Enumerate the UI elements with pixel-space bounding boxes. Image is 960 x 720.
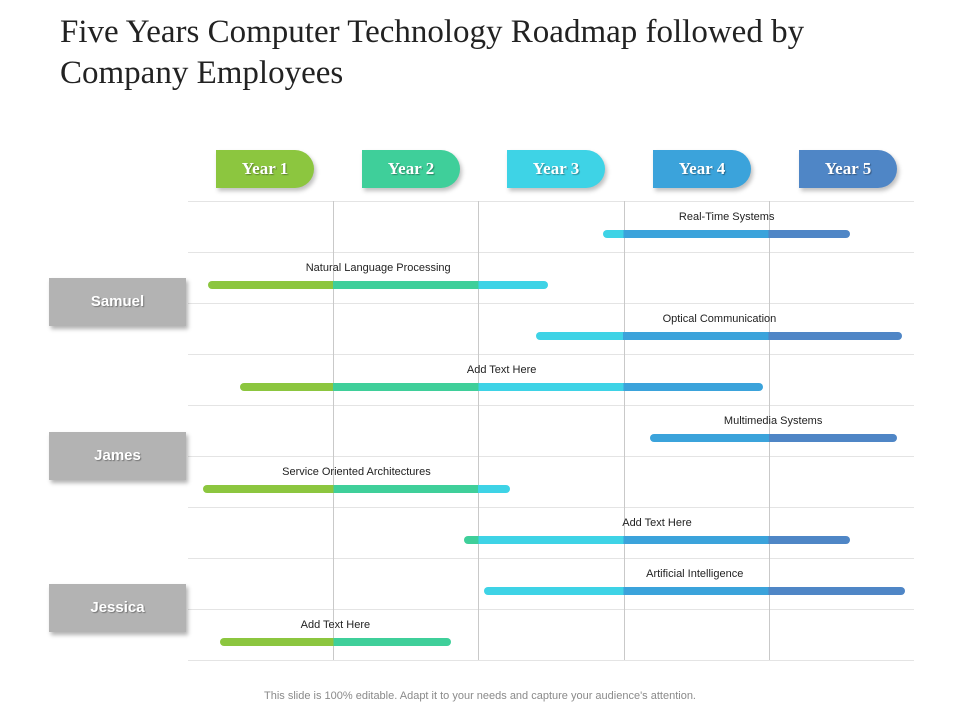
grid-year-divider xyxy=(478,201,479,660)
grid-year-divider xyxy=(333,201,334,660)
task-label: Add Text Here xyxy=(622,517,692,529)
grid-row-line xyxy=(188,201,914,202)
grid-year-divider xyxy=(624,201,625,660)
person-jessica: Jessica xyxy=(49,584,186,632)
grid-row-line xyxy=(188,252,914,253)
task-bar xyxy=(208,281,549,289)
grid-year-divider xyxy=(769,201,770,660)
task-label: Optical Communication xyxy=(662,313,777,325)
grid-row-line xyxy=(188,456,914,457)
task-label: Add Text Here xyxy=(300,619,371,631)
task-bar xyxy=(219,638,451,646)
footer-note: This slide is 100% editable. Adapt it to… xyxy=(264,690,696,702)
year-3-header: Year 3 xyxy=(507,150,605,188)
grid-row-line xyxy=(188,609,914,610)
task-label: Multimedia Systems xyxy=(723,415,823,427)
task-label: Service Oriented Architectures xyxy=(282,466,431,478)
task-label: Natural Language Processing xyxy=(305,262,451,274)
task-bar xyxy=(536,332,903,340)
year-2-header: Year 2 xyxy=(362,150,460,188)
grid-row-line xyxy=(188,660,914,661)
year-5-header: Year 5 xyxy=(799,150,897,188)
year-4-header: Year 4 xyxy=(653,150,751,188)
grid-row-line xyxy=(188,507,914,508)
task-bar xyxy=(240,383,763,391)
task-label: Add Text Here xyxy=(466,364,537,376)
person-samuel: Samuel xyxy=(49,278,186,326)
task-bar xyxy=(484,587,906,595)
person-james: James xyxy=(49,432,186,480)
task-bar xyxy=(649,434,897,442)
grid-row-line xyxy=(188,354,914,355)
task-label: Artificial Intelligence xyxy=(646,568,744,580)
task-bar xyxy=(202,485,511,493)
page-title: Five Years Computer Technology Roadmap f… xyxy=(60,14,805,91)
task-bar xyxy=(463,536,851,544)
grid-row-line xyxy=(188,558,914,559)
year-1-header: Year 1 xyxy=(216,150,314,188)
task-bar xyxy=(603,230,851,238)
grid-row-line xyxy=(188,405,914,406)
grid-row-line xyxy=(188,303,914,304)
task-label: Real-Time Systems xyxy=(678,211,775,223)
